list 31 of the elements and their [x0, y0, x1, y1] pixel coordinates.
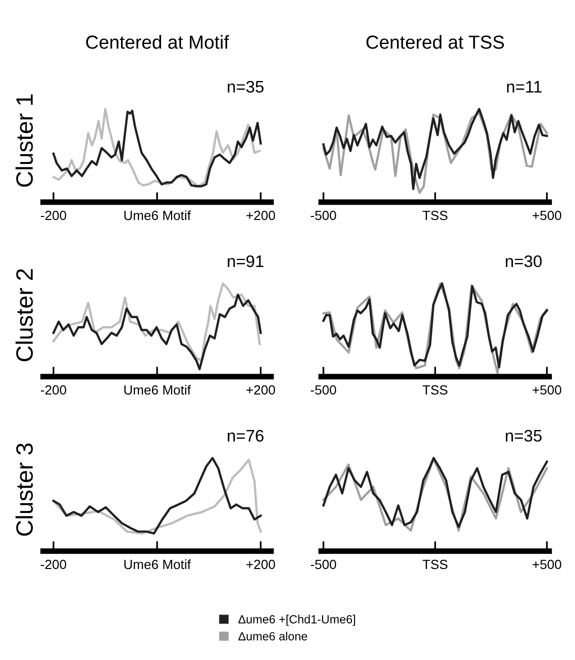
- x-tick-label: -500: [310, 560, 336, 570]
- legend-label: Δume6 +[Chd1-Ume6]: [238, 614, 356, 626]
- x-tick-label: Ume6 Motif: [124, 384, 191, 395]
- x-tick-label: +200: [246, 385, 276, 395]
- x-tick-label: +500: [532, 560, 562, 570]
- y-axis-title: Cluster 3: [16, 443, 33, 536]
- chart-title: Centered at Motif: [86, 35, 230, 49]
- y-axis-title: Cluster 2: [16, 269, 33, 362]
- x-tick-label: +500: [532, 385, 562, 395]
- x-tick-label: +200: [246, 210, 276, 220]
- text: n=35: [506, 430, 542, 442]
- text: n=30: [506, 255, 542, 268]
- x-tick-label: -200: [40, 560, 66, 570]
- x-tick-label: Ume6 Motif: [124, 559, 191, 570]
- x-tick-label: -200: [40, 210, 66, 220]
- text: n=91: [228, 255, 264, 268]
- x-tick-label: +200: [246, 560, 276, 570]
- chart-title: Centered at TSS: [366, 35, 504, 49]
- y-axis-title: Cluster 1: [16, 94, 33, 187]
- x-tick-label: -200: [40, 385, 66, 395]
- x-tick-label: TSS: [422, 560, 448, 570]
- text: n=35: [228, 80, 264, 93]
- legend-label: Δume6 alone: [238, 632, 308, 640]
- x-tick-label: -500: [310, 210, 336, 220]
- x-tick-label: TSS: [422, 385, 448, 395]
- x-tick-label: TSS: [422, 210, 448, 220]
- text: n=76: [228, 430, 264, 442]
- x-tick-label: Ume6 Motif: [124, 210, 191, 220]
- x-tick-label: +500: [532, 210, 562, 220]
- text: n=11: [507, 81, 542, 93]
- x-tick-label: -500: [310, 385, 336, 395]
